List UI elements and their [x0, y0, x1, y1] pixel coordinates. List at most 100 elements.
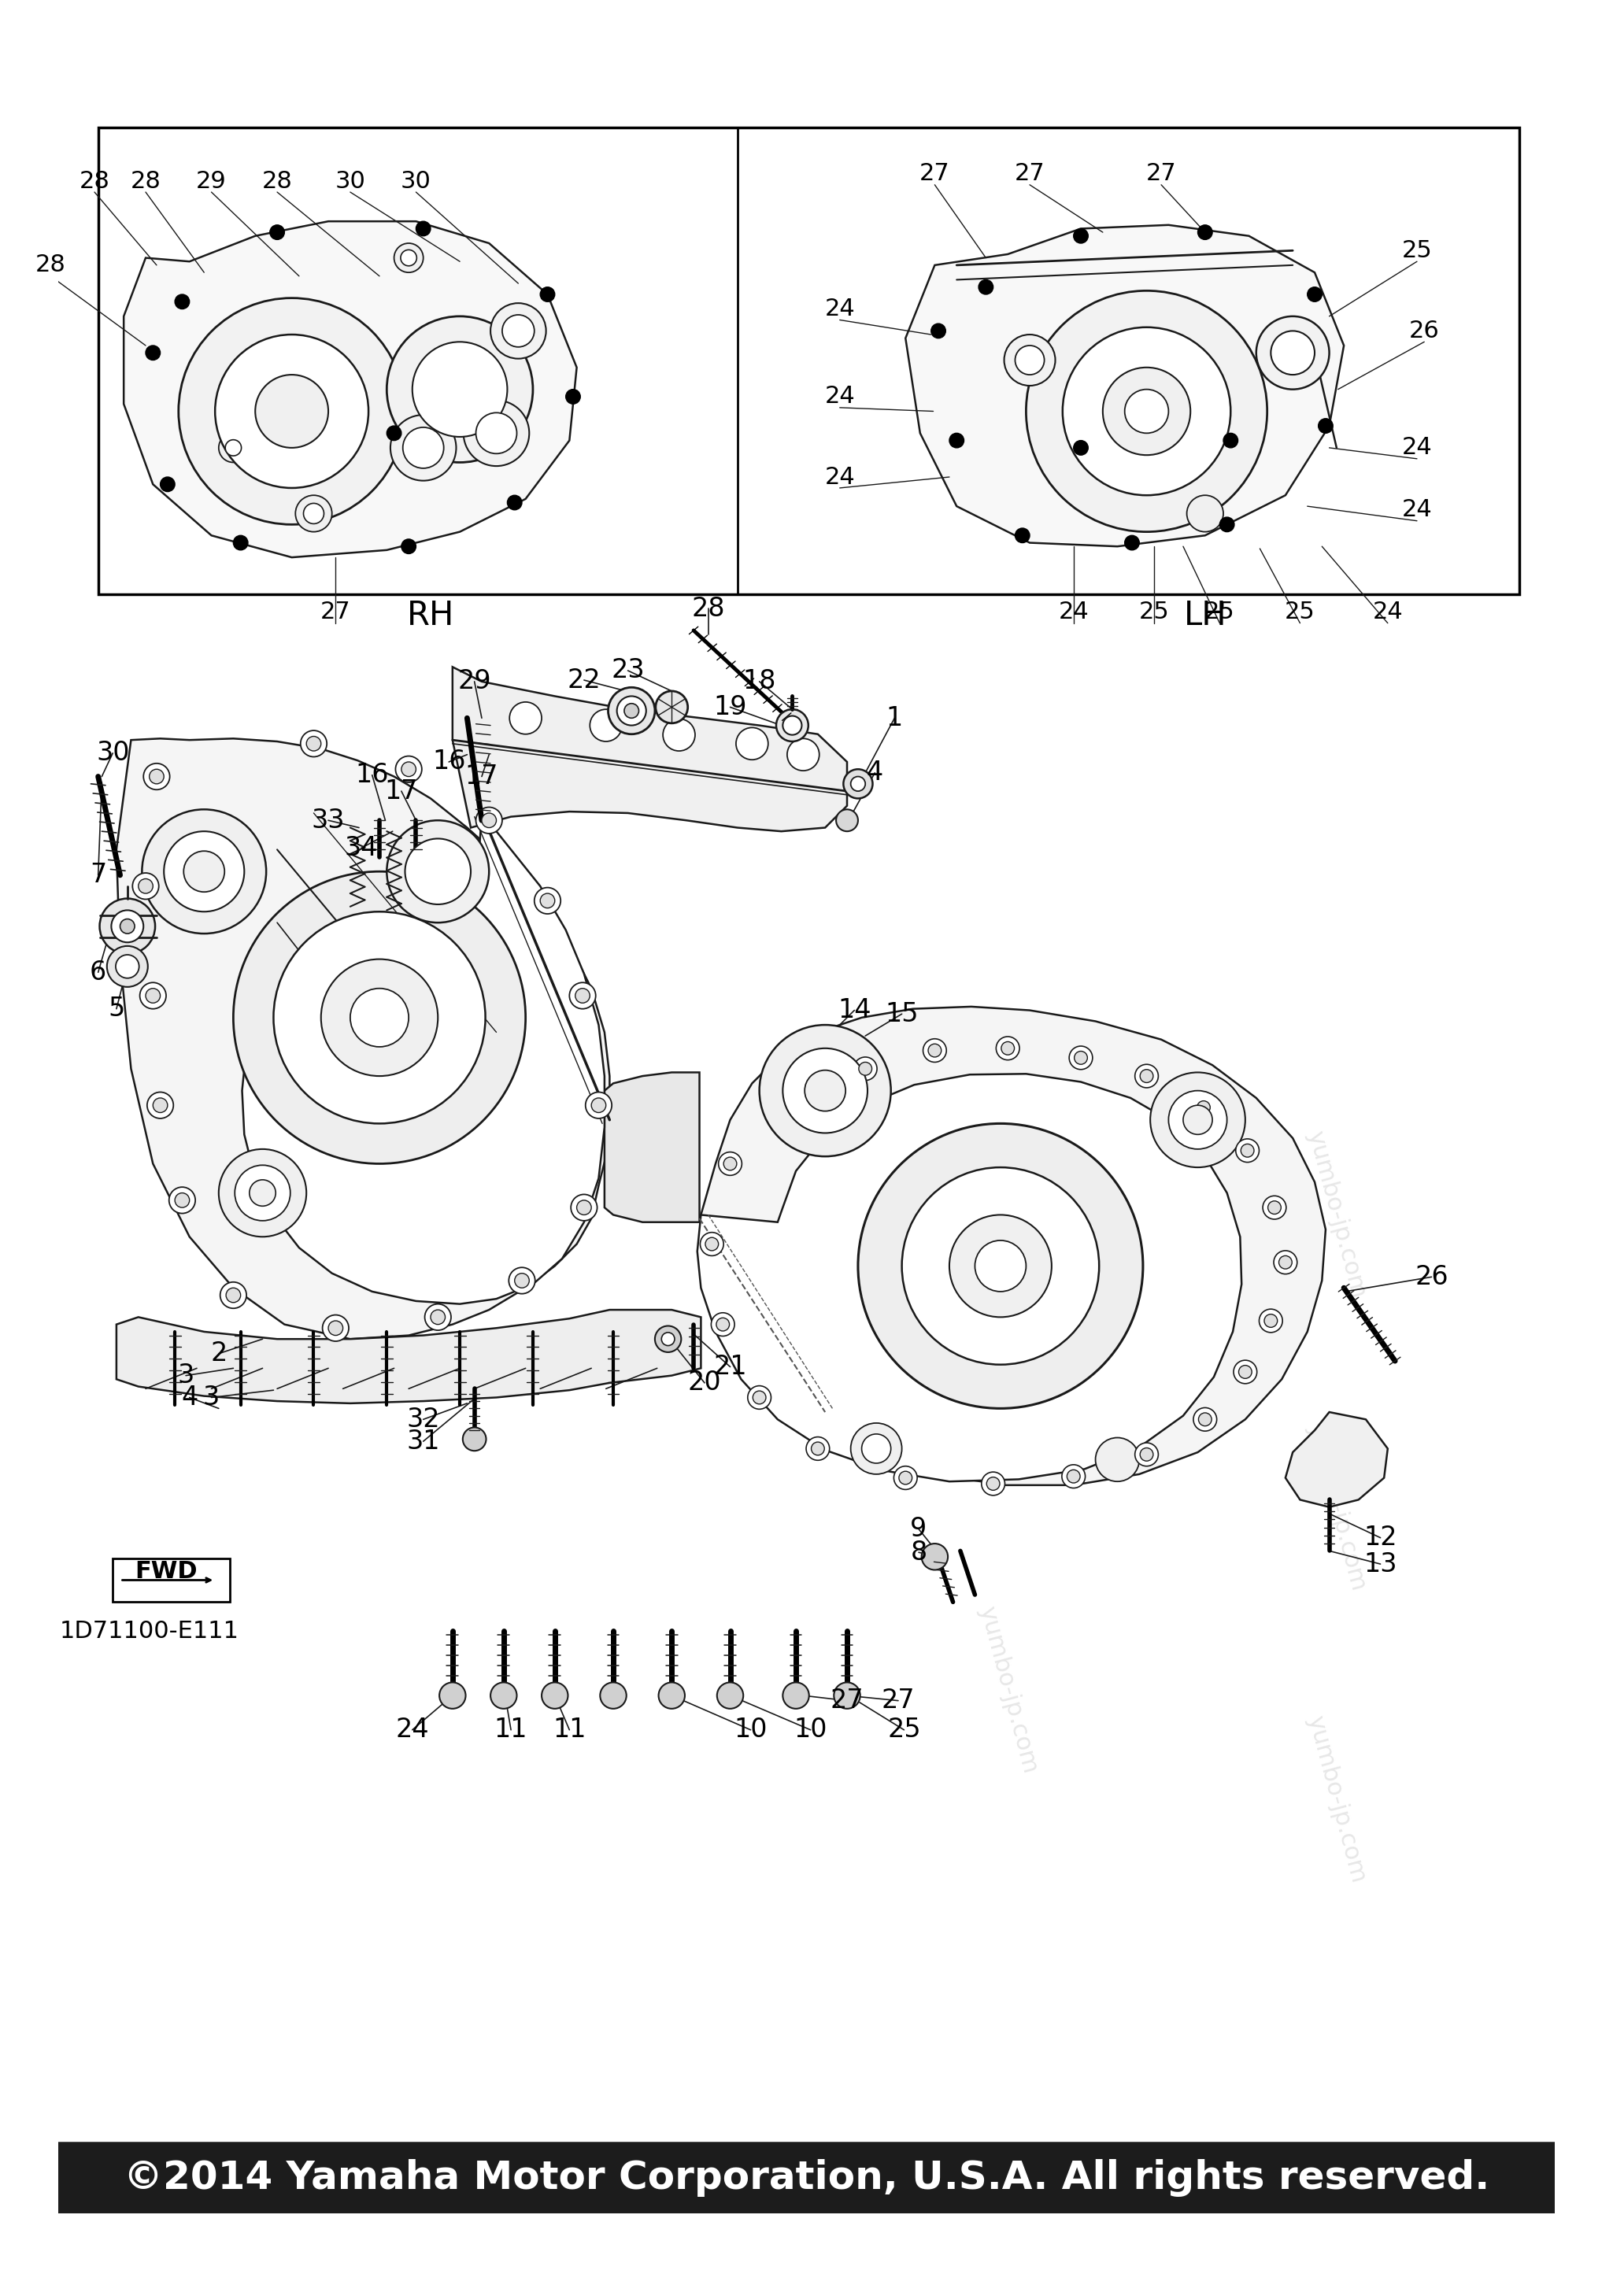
- Text: 27: 27: [831, 1688, 865, 1713]
- Text: 18: 18: [742, 668, 776, 696]
- Circle shape: [853, 1056, 877, 1081]
- Text: 3: 3: [177, 1362, 194, 1389]
- Circle shape: [1271, 331, 1315, 374]
- Circle shape: [215, 335, 368, 489]
- Text: 8: 8: [910, 1538, 927, 1566]
- Circle shape: [736, 728, 768, 760]
- Circle shape: [1260, 1309, 1282, 1332]
- Circle shape: [624, 703, 639, 719]
- Text: 33: 33: [311, 808, 345, 833]
- Circle shape: [255, 374, 329, 448]
- Circle shape: [931, 324, 945, 338]
- Text: 27: 27: [1015, 163, 1045, 186]
- Circle shape: [1063, 328, 1231, 496]
- Circle shape: [805, 1070, 845, 1111]
- Circle shape: [1066, 1469, 1081, 1483]
- Circle shape: [111, 909, 144, 941]
- Circle shape: [1015, 528, 1029, 542]
- Bar: [113, 1559, 229, 1603]
- Text: yumbo-jp.com: yumbo-jp.com: [974, 1603, 1040, 1775]
- Circle shape: [861, 1435, 890, 1463]
- Circle shape: [1223, 434, 1237, 448]
- Text: 27: 27: [321, 602, 352, 625]
- Circle shape: [711, 1313, 734, 1336]
- Text: 25: 25: [1402, 239, 1432, 262]
- Text: 28: 28: [35, 255, 66, 276]
- Circle shape: [655, 691, 687, 723]
- Circle shape: [836, 810, 858, 831]
- Circle shape: [661, 1332, 674, 1345]
- Circle shape: [132, 872, 158, 900]
- Circle shape: [658, 1683, 686, 1708]
- Text: 25: 25: [1286, 602, 1315, 625]
- Circle shape: [569, 983, 595, 1008]
- Circle shape: [482, 813, 497, 827]
- Text: 10: 10: [794, 1717, 827, 1743]
- Circle shape: [490, 303, 547, 358]
- Circle shape: [226, 1288, 240, 1302]
- Circle shape: [147, 1093, 174, 1118]
- Circle shape: [1124, 390, 1168, 434]
- Text: 15: 15: [886, 1001, 918, 1026]
- Circle shape: [590, 709, 623, 742]
- Circle shape: [463, 400, 529, 466]
- Circle shape: [540, 893, 555, 907]
- Circle shape: [169, 1187, 195, 1212]
- Circle shape: [850, 776, 865, 792]
- Circle shape: [1240, 1143, 1253, 1157]
- Text: 22: 22: [568, 668, 602, 693]
- Circle shape: [542, 1683, 568, 1708]
- Text: 24: 24: [824, 466, 855, 489]
- Circle shape: [566, 390, 581, 404]
- Text: 28: 28: [131, 170, 161, 193]
- Circle shape: [997, 1035, 1019, 1061]
- Text: 24: 24: [395, 1717, 429, 1743]
- Text: 17: 17: [384, 778, 418, 804]
- Circle shape: [1198, 1412, 1211, 1426]
- Circle shape: [219, 434, 248, 461]
- Circle shape: [323, 1316, 348, 1341]
- Circle shape: [858, 1123, 1144, 1407]
- Text: 10: 10: [734, 1717, 768, 1743]
- Text: 1D71100-E111: 1D71100-E111: [60, 1621, 239, 1642]
- Circle shape: [1026, 292, 1268, 533]
- Circle shape: [140, 983, 166, 1008]
- Circle shape: [306, 737, 321, 751]
- Circle shape: [894, 1467, 918, 1490]
- Circle shape: [402, 762, 416, 776]
- Text: 32: 32: [406, 1407, 440, 1433]
- Polygon shape: [116, 1309, 702, 1403]
- Circle shape: [416, 220, 431, 236]
- Text: 26: 26: [1415, 1265, 1448, 1290]
- Circle shape: [350, 987, 408, 1047]
- Circle shape: [1074, 230, 1089, 243]
- Circle shape: [145, 987, 160, 1003]
- Circle shape: [1095, 1437, 1139, 1481]
- Text: 24: 24: [824, 386, 855, 409]
- Circle shape: [403, 427, 444, 468]
- Circle shape: [950, 1215, 1052, 1318]
- Text: 24: 24: [1402, 436, 1432, 459]
- Circle shape: [1136, 1065, 1158, 1088]
- Text: 24: 24: [1373, 602, 1403, 625]
- Polygon shape: [453, 666, 847, 831]
- Bar: [58, 2142, 1555, 2213]
- Circle shape: [116, 955, 139, 978]
- Text: 20: 20: [687, 1371, 721, 1396]
- Circle shape: [145, 344, 160, 360]
- Text: 25: 25: [1139, 602, 1169, 625]
- Circle shape: [144, 762, 169, 790]
- Circle shape: [387, 425, 402, 441]
- Circle shape: [700, 1233, 724, 1256]
- Circle shape: [1002, 1042, 1015, 1054]
- Text: 7: 7: [90, 863, 106, 889]
- Circle shape: [1140, 1070, 1153, 1084]
- Circle shape: [390, 416, 456, 480]
- Text: 21: 21: [713, 1355, 747, 1380]
- Circle shape: [463, 1428, 486, 1451]
- Circle shape: [663, 719, 695, 751]
- Circle shape: [142, 810, 266, 934]
- Circle shape: [844, 769, 873, 799]
- Text: 30: 30: [400, 170, 431, 193]
- Circle shape: [616, 696, 647, 726]
